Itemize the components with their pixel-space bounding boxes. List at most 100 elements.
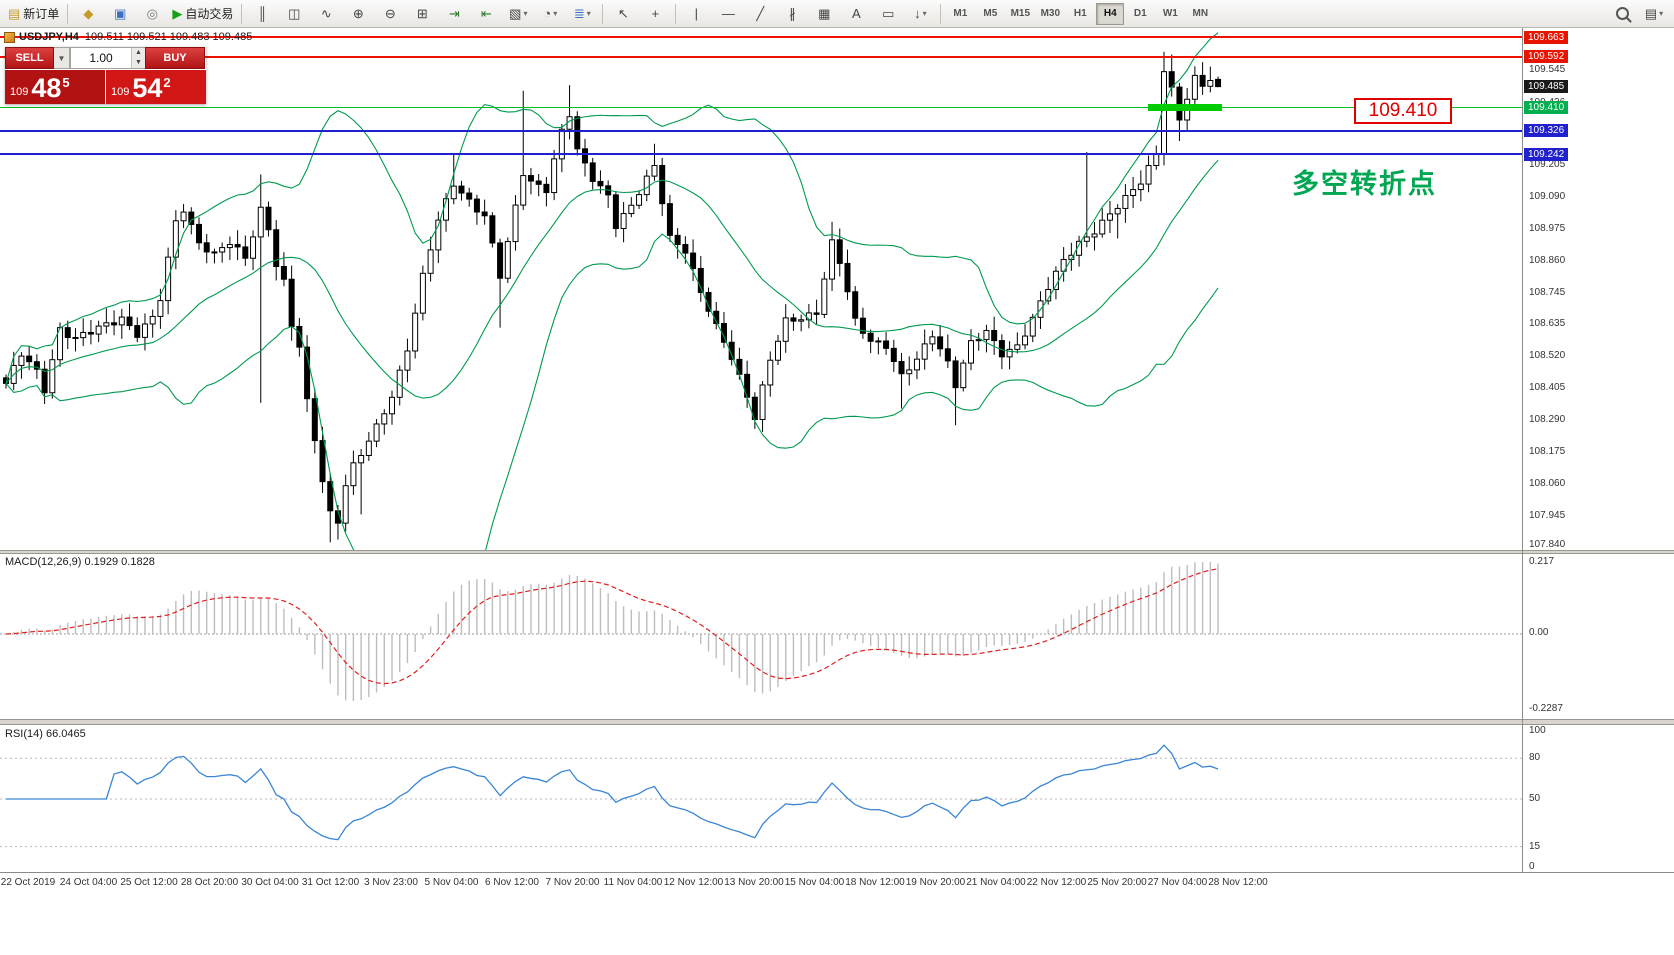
toolbar-separator [675,3,677,24]
time-axis[interactable]: 22 Oct 2019 24 Oct 04:00 25 Oct 12:00 28 Oc… [0,872,1674,895]
time-axis-label: 7 Nov 20:00 [545,877,600,888]
timeframe-button-h1[interactable]: H1 [1073,8,1087,19]
equidistant-channel-button[interactable]: ∦ [776,2,808,26]
price-scale[interactable]: 109.545109.426109.205109.090108.975108.8… [1523,28,1674,872]
order-type-dropdown[interactable]: ▼ [54,47,70,69]
chevron-down-icon: ▾ [523,9,528,18]
new-chart-button[interactable]: ▧ ▾ [502,2,534,26]
auto-scroll-icon: ⇥ [448,5,460,21]
price-scale-label: 107.945 [1529,509,1566,521]
cursor-icon: ↖ [617,5,629,21]
macd-splitter[interactable] [0,550,1674,554]
timeframe-button-h4[interactable]: H4 [1096,2,1125,25]
time-axis-label: 31 Oct 12:00 [301,877,360,888]
rsi-scale-label: 80 [1529,752,1541,764]
terminal-button[interactable]: ◎ [136,2,168,26]
crosshair-button[interactable]: + [639,2,671,26]
new-order-button[interactable]: ▤ 新订单 [4,2,63,26]
chart-shift-button[interactable]: ⇤ [470,2,502,26]
zoom-tool-button[interactable] [1606,2,1638,26]
bar-chart-button[interactable]: ║ [246,2,278,26]
horizontal-line-109.242[interactable] [0,153,1522,156]
autotrading-label: 自动交易 [185,7,234,21]
trendline-button[interactable]: ╱ [744,2,776,26]
cursor-button[interactable]: ↖ [607,2,639,26]
time-axis-label: 13 Nov 20:00 [724,877,784,888]
price-scale-label: 108.060 [1529,477,1566,489]
time-axis-label: 28 Oct 20:00 [180,877,239,888]
arrows-button[interactable]: ↓ ▾ [904,2,936,26]
volume-input[interactable] [71,48,131,68]
horizontal-line-109.326[interactable] [0,129,1522,132]
time-axis-label: 30 Oct 04:00 [241,877,299,888]
chart-window-button[interactable]: ◆ [72,2,104,26]
profiles-icon: ◔ [543,6,552,21]
data-window-button[interactable]: ▣ [104,2,136,26]
horizontal-line-icon: ― [721,6,735,21]
zoom-out-button[interactable]: ⊖ [374,2,406,26]
price-scale-label: 108.175 [1529,445,1566,457]
horizontal-line-109.41[interactable] [0,107,1522,108]
profiles-button[interactable]: ◔ ▾ [534,2,566,26]
timeframe-button-w1[interactable]: W1 [1162,8,1178,19]
buy-price-sup: 2 [163,75,171,90]
chart-list-button[interactable]: ▤ ▾ [1638,2,1670,26]
sell-button[interactable]: SELL [5,47,54,69]
text-label-button[interactable]: ▭ [872,2,904,26]
auto-scroll-button[interactable]: ⇥ [438,2,470,26]
tile-windows-button[interactable]: ⊞ [406,2,438,26]
timeframe-button-m1[interactable]: M1 [953,8,968,19]
timeframe-button-m30[interactable]: M30 [1040,8,1061,19]
sell-price-button[interactable]: 109 48 5 [5,70,105,104]
toolbar-separator [67,3,69,24]
arrows-icon: ↓ [914,6,921,21]
indicators-button[interactable]: ≣ ▾ [566,2,598,26]
timeframe-button-mn[interactable]: MN [1192,8,1209,19]
price-scale-label: 109.205 [1529,158,1566,170]
candlestick-chart-button[interactable]: ◫ [278,2,310,26]
timeframe-button-m5[interactable]: M5 [983,8,998,19]
volume-decrease-button[interactable]: ▼ [132,58,145,68]
highlight-zone-segment[interactable] [1148,104,1222,111]
chart-list-icon: ▤ [1644,5,1658,21]
volume-increase-button[interactable]: ▲ [132,48,145,58]
line-chart-button[interactable]: ∿ [310,2,342,26]
price-scale-label: 108.635 [1529,317,1566,329]
autotrading-button[interactable]: ▶ 自动交易 [168,2,237,26]
buy-button[interactable]: BUY [145,47,205,69]
text-icon: A [851,6,861,21]
symbol-ohlc: 109.511 109.521 109.483 109.485 [84,31,253,43]
macd-scale-label: -0.2287 [1529,703,1563,714]
buy-price-button[interactable]: 109 54 2 [106,70,206,104]
line-chart-icon: ∿ [320,5,332,21]
toolbar: ▤ 新订单 ◆ ▣ ◎ ▶ 自动交易 ║ ◫ ∿ ⊕ ⊖ ⊞ ⇥ ⇤ ▧ ▾ ◔ ▾ ≣ ▾ ↖ + | ― ╱ ∦ ▦ A ▭ ↓ ▾ M1 M… [0,0,1674,28]
rsi-splitter[interactable] [0,719,1674,725]
chevron-down-icon: ▾ [586,9,591,18]
fibonacci-button[interactable]: ▦ [808,2,840,26]
zoom-in-icon: ⊕ [352,5,364,21]
horizontal-line-109.592[interactable] [0,55,1522,58]
price-scale-label: 108.405 [1529,381,1566,393]
timeframe-button-d1[interactable]: D1 [1133,8,1147,19]
zoom-in-button[interactable]: ⊕ [342,2,374,26]
price-tag: 109.592 [1524,50,1569,64]
timeframe-button-m15[interactable]: M15 [1010,8,1031,19]
rsi-scale-label: 50 [1529,793,1541,804]
vertical-line-button[interactable]: | [680,2,712,26]
horizontal-line-button[interactable]: ― [712,2,744,26]
price-tag: 109.663 [1524,30,1569,44]
macd-scale-label: 0.217 [1529,556,1555,567]
turning-point-annotation: 多空转折点 [1292,169,1437,199]
chart-shift-icon: ⇤ [480,5,492,21]
symbol-info: USDJPY,H4 109.511 109.521 109.483 109.48… [4,31,252,43]
text-button[interactable]: A [840,2,872,26]
horizontal-line-109.663[interactable] [0,36,1522,38]
rsi-scale-label: 15 [1529,840,1541,852]
price-scale-label: 108.860 [1529,254,1566,266]
time-axis-label: 18 Nov 12:00 [845,877,905,888]
price-scale-label: 108.520 [1529,349,1566,361]
zoom-out-icon: ⊖ [384,5,396,21]
time-axis-label: 15 Nov 04:00 [784,877,845,888]
time-axis-label: 27 Nov 04:00 [1147,877,1208,888]
